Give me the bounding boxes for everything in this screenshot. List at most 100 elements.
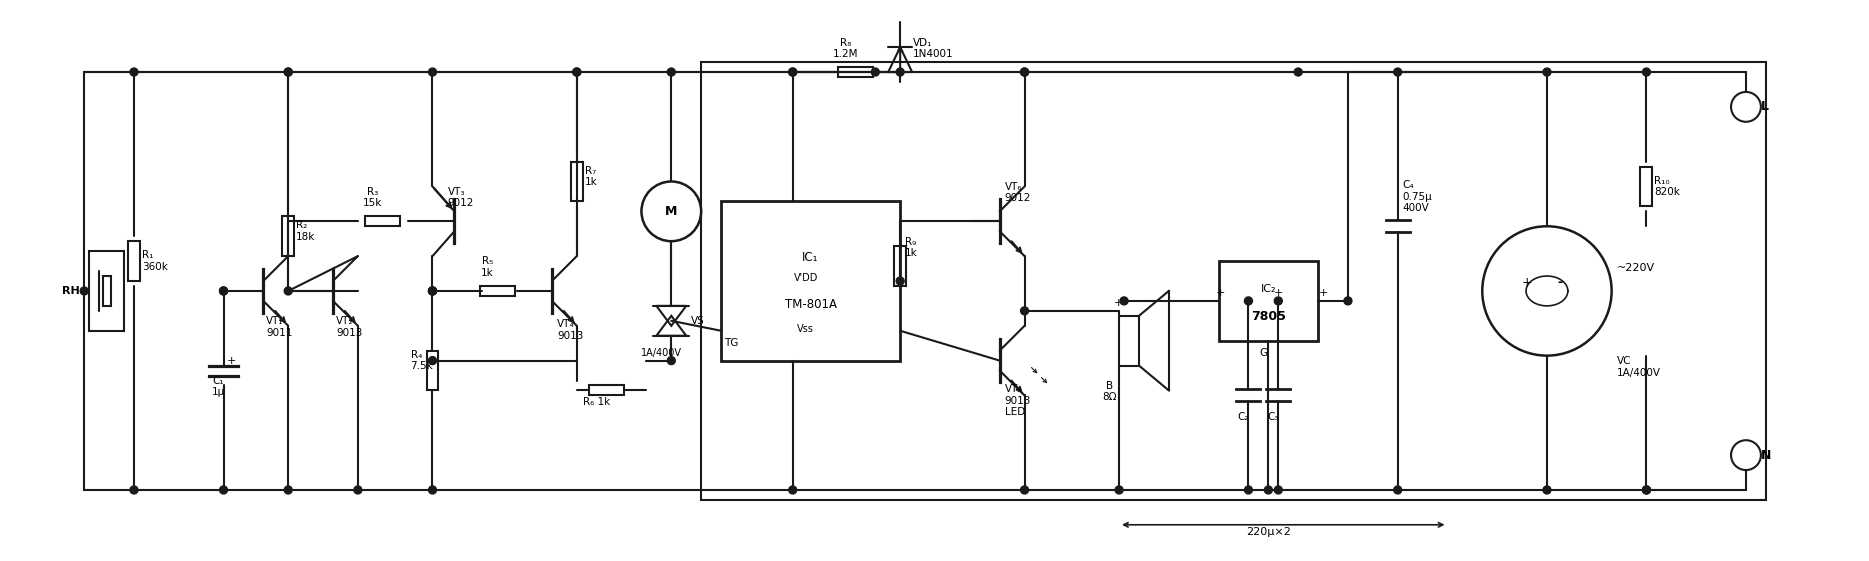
Circle shape <box>897 68 905 76</box>
Text: C₄
0.75μ
400V: C₄ 0.75μ 400V <box>1402 180 1432 213</box>
Circle shape <box>1245 297 1252 305</box>
Bar <box>480 286 514 296</box>
Text: IC₁: IC₁ <box>802 251 819 264</box>
Circle shape <box>284 287 292 295</box>
Text: G: G <box>1260 348 1267 357</box>
Circle shape <box>284 68 292 76</box>
Text: +: + <box>1521 276 1533 289</box>
Text: 7805: 7805 <box>1250 310 1286 323</box>
Text: R₄
7.5k: R₄ 7.5k <box>411 350 434 371</box>
Circle shape <box>1394 486 1402 494</box>
Bar <box>282 217 293 256</box>
Circle shape <box>572 68 581 76</box>
Circle shape <box>1275 297 1282 305</box>
Text: RH: RH <box>62 286 78 296</box>
Text: C₂: C₂ <box>1237 412 1248 422</box>
Text: 1A/400V: 1A/400V <box>641 348 682 357</box>
Circle shape <box>789 68 796 76</box>
Text: M: M <box>665 205 677 218</box>
Circle shape <box>1293 68 1303 76</box>
Circle shape <box>667 68 675 76</box>
Bar <box>589 385 624 396</box>
Text: +: + <box>1320 288 1329 298</box>
Text: R₂
18k: R₂ 18k <box>295 220 316 242</box>
Text: R₁₀
820k: R₁₀ 820k <box>1654 176 1680 197</box>
Bar <box>364 217 400 226</box>
Circle shape <box>284 486 292 494</box>
Bar <box>90 251 123 331</box>
Circle shape <box>284 68 292 76</box>
Circle shape <box>131 486 138 494</box>
Bar <box>893 246 906 286</box>
Text: R₃
15k: R₃ 15k <box>363 187 383 208</box>
Circle shape <box>1394 68 1402 76</box>
Circle shape <box>1263 486 1273 494</box>
Text: R₆ 1k: R₆ 1k <box>583 397 611 407</box>
Text: Vss: Vss <box>798 324 815 334</box>
Circle shape <box>1020 307 1028 315</box>
Circle shape <box>219 486 228 494</box>
Bar <box>1641 167 1652 206</box>
Circle shape <box>131 68 138 76</box>
Text: VD₁
1N4001: VD₁ 1N4001 <box>914 38 953 59</box>
Text: VT₃
9012: VT₃ 9012 <box>447 187 475 208</box>
Circle shape <box>1643 486 1650 494</box>
Circle shape <box>1245 486 1252 494</box>
Text: VS: VS <box>692 316 705 326</box>
Circle shape <box>897 277 905 285</box>
Circle shape <box>1544 486 1551 494</box>
Text: +: + <box>1114 298 1123 308</box>
Circle shape <box>428 287 437 295</box>
Text: B
8Ω: B 8Ω <box>1103 381 1116 402</box>
Text: VT₅
9013
LED: VT₅ 9013 LED <box>1006 384 1032 417</box>
Circle shape <box>1020 68 1028 76</box>
Text: R₇
1k: R₇ 1k <box>585 165 598 187</box>
Circle shape <box>572 68 581 76</box>
Circle shape <box>1120 297 1129 305</box>
Text: C₁
1μ: C₁ 1μ <box>211 376 224 397</box>
Text: IC₂: IC₂ <box>1260 284 1277 294</box>
Circle shape <box>1275 486 1282 494</box>
Circle shape <box>353 486 363 494</box>
Circle shape <box>428 68 437 76</box>
Text: +: + <box>1215 288 1224 298</box>
Bar <box>570 162 583 201</box>
Text: V'DD: V'DD <box>794 273 819 283</box>
Text: VT₄
9013: VT₄ 9013 <box>557 319 583 341</box>
Circle shape <box>219 287 228 295</box>
Text: R₉
1k: R₉ 1k <box>905 237 918 258</box>
Circle shape <box>219 287 228 295</box>
Text: R₅
1k: R₅ 1k <box>480 256 493 278</box>
Text: R₈
1.2M: R₈ 1.2M <box>834 38 858 59</box>
Circle shape <box>667 357 675 365</box>
Text: VT₂
9013: VT₂ 9013 <box>336 316 363 338</box>
Text: VC
1A/400V: VC 1A/400V <box>1617 356 1660 378</box>
Text: N: N <box>1761 449 1772 462</box>
Circle shape <box>1544 68 1551 76</box>
Circle shape <box>1344 297 1351 305</box>
Circle shape <box>1116 486 1123 494</box>
Circle shape <box>789 68 796 76</box>
Circle shape <box>80 287 88 295</box>
Text: ~220V: ~220V <box>1617 263 1654 273</box>
Text: -: - <box>1557 276 1562 289</box>
Text: L: L <box>1761 100 1768 113</box>
Circle shape <box>789 486 796 494</box>
Circle shape <box>428 357 437 365</box>
Circle shape <box>428 287 437 295</box>
Text: C₃: C₃ <box>1267 412 1278 422</box>
Text: R₁
360k: R₁ 360k <box>142 250 168 272</box>
Text: 220μ×2: 220μ×2 <box>1247 527 1291 537</box>
Text: +: + <box>226 356 235 366</box>
Text: VT₁
9011: VT₁ 9011 <box>265 316 293 338</box>
Bar <box>701 62 1766 500</box>
Bar <box>127 241 140 281</box>
Circle shape <box>1020 486 1028 494</box>
Bar <box>103 276 110 306</box>
Text: +: + <box>1273 288 1282 298</box>
Circle shape <box>428 287 437 295</box>
Bar <box>1219 261 1318 341</box>
Bar <box>721 201 901 361</box>
Text: TG: TG <box>723 338 738 348</box>
Circle shape <box>1643 68 1650 76</box>
